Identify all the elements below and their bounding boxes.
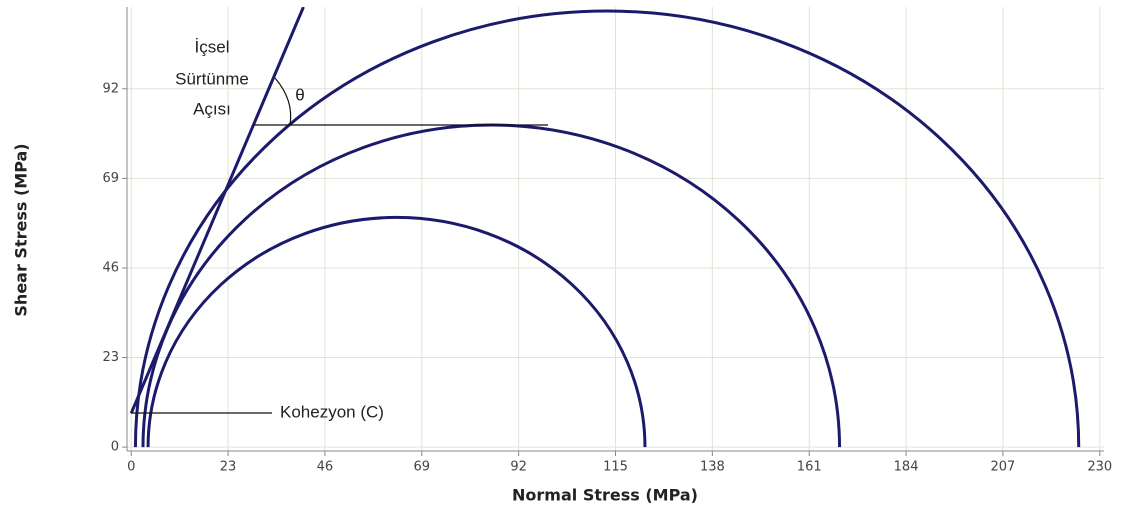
mohr-circle <box>133 10 1081 448</box>
annotation: Açısı <box>193 99 231 118</box>
x-tick-label: 23 <box>220 460 237 475</box>
x-tick-label: 161 <box>797 460 822 475</box>
y-axis-title: Shear Stress (MPa) <box>12 143 31 316</box>
plot-area <box>129 7 1081 448</box>
x-tick-label: 138 <box>700 460 725 475</box>
y-tick-label: 46 <box>102 260 119 275</box>
x-tick-label: 207 <box>991 460 1016 475</box>
theta-label: θ <box>295 85 304 104</box>
x-tick-label: 230 <box>1087 460 1112 475</box>
mohr-circle <box>146 215 647 448</box>
x-tick-label: 46 <box>317 460 334 475</box>
x-tick-label: 0 <box>127 460 135 475</box>
x-axis-title: Normal Stress (MPa) <box>512 486 698 505</box>
y-tick-label: 0 <box>111 440 119 455</box>
y-tick-label: 69 <box>102 171 119 186</box>
mohr-circle <box>141 124 842 448</box>
x-tick-label: 92 <box>510 460 527 475</box>
failure-envelope <box>129 7 305 414</box>
angle-arc <box>274 77 292 126</box>
annotation: Sürtünme <box>175 69 249 88</box>
x-tick-label: 69 <box>414 460 431 475</box>
y-tick-label: 23 <box>102 350 119 365</box>
x-tick-label: 184 <box>894 460 919 475</box>
x-tick-label: 115 <box>603 460 628 475</box>
y-tick-label: 92 <box>102 81 119 96</box>
annotation: Kohezyon (C) <box>280 402 384 421</box>
annotation: İçsel <box>195 37 230 56</box>
grid <box>127 7 1104 451</box>
